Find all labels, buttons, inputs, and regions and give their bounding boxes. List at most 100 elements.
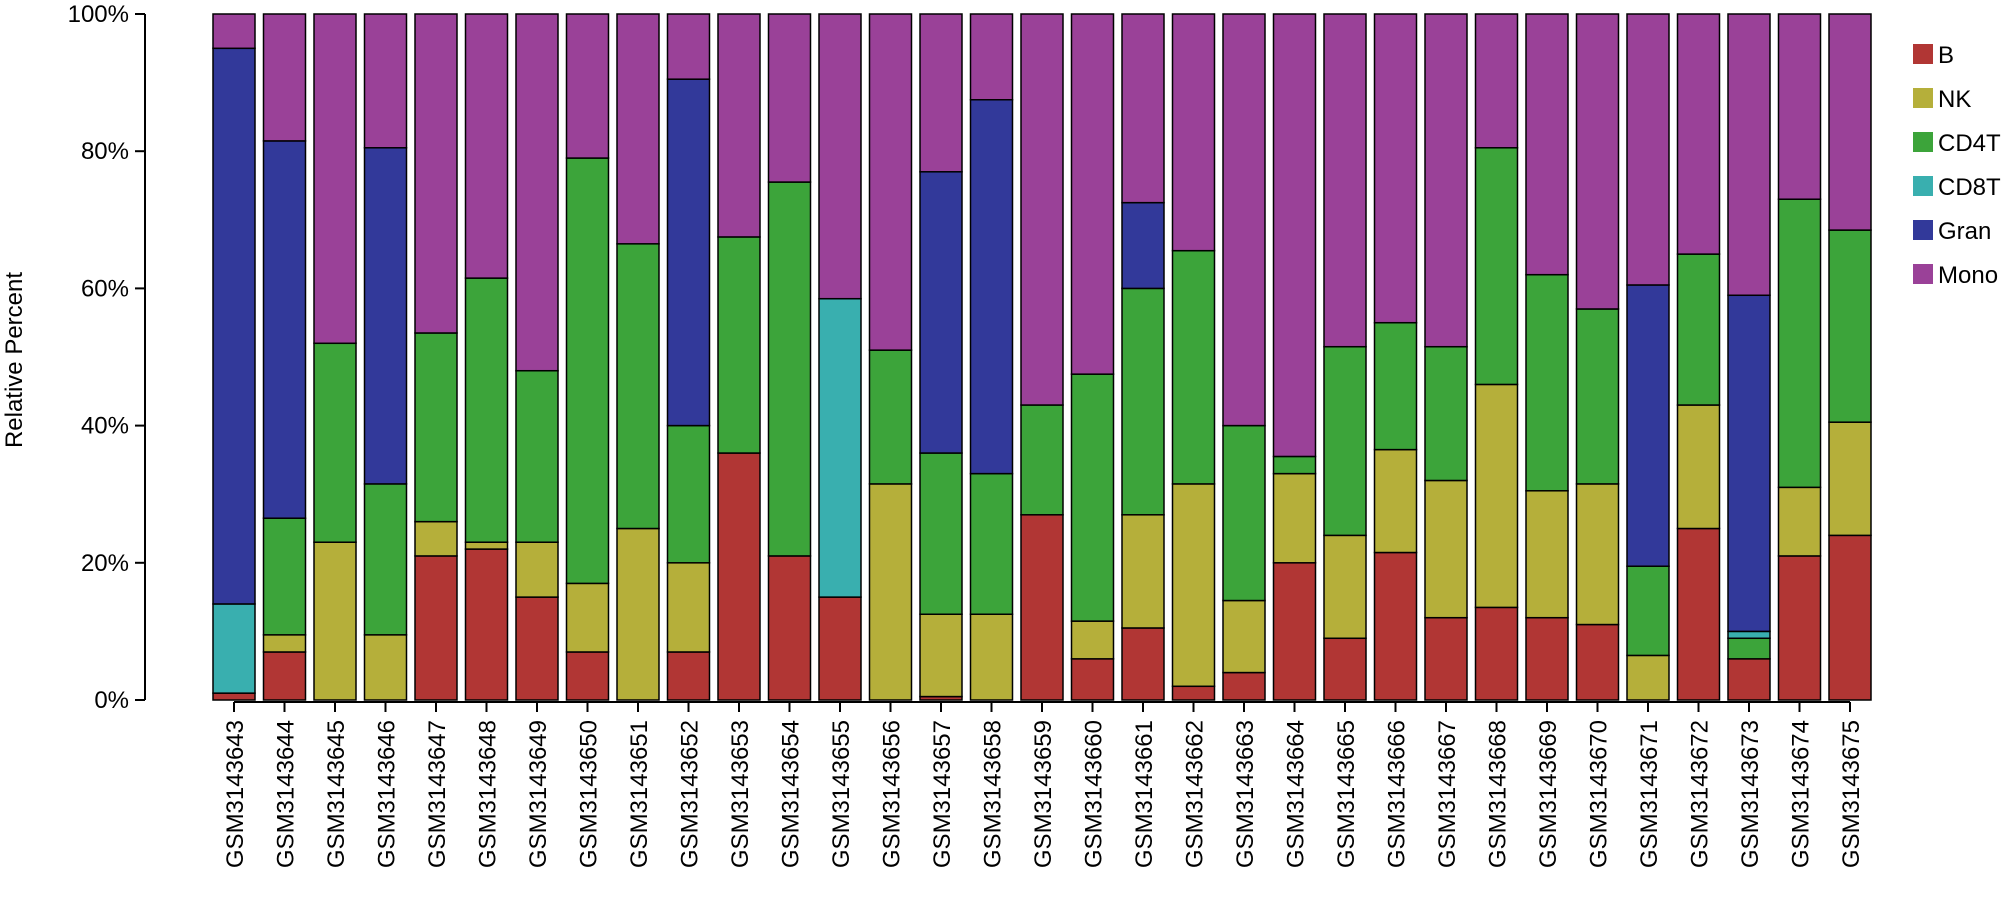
x-tick-labels: GSM3143643 GSM3143644 GSM3143645 GSM3143646… xyxy=(222,701,1865,868)
bar-segment-cd4t xyxy=(1171,249,1216,485)
bar-segment-nk xyxy=(666,562,711,653)
bar-segment-b xyxy=(515,596,559,701)
x-tick-label: GSM3143670 xyxy=(1586,720,1613,868)
bar-segment-mono xyxy=(818,13,862,300)
bar-segment-nk xyxy=(1424,479,1468,619)
x-tick-label: GSM3143644 xyxy=(273,720,300,868)
bar-stack xyxy=(1373,13,1418,701)
bar-segment-cd4t xyxy=(1222,424,1266,602)
bar-stack xyxy=(262,13,307,701)
bar-segment-mono xyxy=(414,13,458,334)
legend-item-cd4t: CD4T xyxy=(1913,130,2001,157)
bar-stack xyxy=(1828,13,1872,701)
bar-segment-mono xyxy=(1727,13,1771,297)
x-tick-label: GSM3143652 xyxy=(677,720,704,868)
bar-segment-nk xyxy=(515,541,559,598)
x-tick-label: GSM3143655 xyxy=(828,720,855,868)
bar-segment-cd4t xyxy=(1626,565,1670,657)
x-tick-label: GSM3143667 xyxy=(1434,720,1461,868)
legend-label: Mono xyxy=(1938,262,1998,289)
bar-segment-mono xyxy=(1525,13,1569,276)
bar-segment-b xyxy=(717,452,761,701)
bar-segment-b xyxy=(1272,562,1317,701)
bar-segment-mono xyxy=(313,13,357,345)
bar-segment-cd4t xyxy=(1575,308,1620,485)
y-axis-label: Relative Percent xyxy=(1,272,28,448)
bar-segment-nk xyxy=(1525,490,1569,619)
bar-stack xyxy=(1575,13,1620,701)
bar-segment-mono xyxy=(717,13,761,238)
bar-stack xyxy=(414,13,458,701)
bars xyxy=(212,13,1872,701)
bar-segment-cd4t xyxy=(919,452,963,616)
x-tick-label: GSM3143645 xyxy=(323,720,350,868)
bar-segment-b xyxy=(212,692,256,701)
bar-stack xyxy=(868,13,913,701)
bar-segment-nk xyxy=(1676,404,1721,530)
bar-stack xyxy=(1777,13,1822,701)
legend-label: CD8T xyxy=(1938,174,2001,201)
bar-segment-cd4t xyxy=(1727,637,1771,660)
x-tick-label: GSM3143657 xyxy=(929,720,956,868)
bar-segment-cd4t xyxy=(414,332,458,523)
bar-segment-nk xyxy=(1828,421,1872,537)
legend-item-cd8t: CD8T xyxy=(1913,174,2001,201)
x-tick-label: GSM3143664 xyxy=(1283,720,1310,868)
bar-segment-nk xyxy=(1070,620,1115,660)
bar-segment-cd4t xyxy=(1323,345,1367,537)
y-tick-label: 20% xyxy=(81,550,129,577)
bar-stack xyxy=(1323,13,1367,701)
bar-segment-b xyxy=(1121,627,1165,701)
bar-stack xyxy=(1020,13,1064,701)
bar-segment-nk xyxy=(363,634,408,701)
bar-segment-gran xyxy=(969,99,1014,475)
bar-segment-nk xyxy=(1272,472,1317,564)
bar-segment-gran xyxy=(1727,294,1771,633)
y-tick-label: 40% xyxy=(81,413,129,440)
legend-item-nk: NK xyxy=(1913,86,1971,113)
bar-stack xyxy=(1676,13,1721,701)
x-tick-label: GSM3143671 xyxy=(1636,720,1663,868)
bar-stack xyxy=(363,13,408,701)
bar-segment-cd4t xyxy=(1474,147,1519,386)
bar-segment-mono xyxy=(1474,13,1519,149)
x-tick-label: GSM3143663 xyxy=(1232,720,1259,868)
x-tick-label: GSM3143656 xyxy=(879,720,906,868)
bar-stack xyxy=(313,13,357,701)
bar-segment-b xyxy=(1222,671,1266,701)
bar-segment-b xyxy=(1777,555,1822,701)
y-tick-label: 60% xyxy=(81,275,129,302)
bar-segment-cd4t xyxy=(1070,373,1115,622)
bar-segment-cd4t xyxy=(1777,198,1822,489)
bar-segment-mono xyxy=(1676,13,1721,255)
bar-segment-nk xyxy=(1575,483,1620,626)
bar-segment-b xyxy=(1323,637,1367,701)
x-tick-label: GSM3143658 xyxy=(980,720,1007,868)
bar-segment-b xyxy=(767,555,812,701)
bar-segment-nk xyxy=(262,634,307,653)
bar-segment-nk xyxy=(1626,654,1670,701)
bar-segment-mono xyxy=(1222,13,1266,427)
bar-segment-nk xyxy=(414,520,458,557)
bar-stack xyxy=(1525,13,1569,701)
bar-stack xyxy=(818,13,862,701)
bar-segment-cd4t xyxy=(969,472,1014,615)
bar-stack xyxy=(1474,13,1519,701)
x-tick-label: GSM3143662 xyxy=(1182,720,1209,868)
bar-segment-nk xyxy=(919,613,963,698)
legend-swatch xyxy=(1913,44,1933,64)
bar-segment-cd4t xyxy=(717,236,761,454)
legend-label: B xyxy=(1938,42,1954,69)
bar-segment-gran xyxy=(262,140,307,519)
bar-stack xyxy=(919,13,963,701)
x-tick-label: GSM3143651 xyxy=(626,720,653,868)
bar-segment-cd4t xyxy=(515,369,559,543)
bar-segment-mono xyxy=(666,13,711,80)
bar-segment-cd4t xyxy=(1828,229,1872,423)
bar-stack xyxy=(1070,13,1115,701)
x-tick-label: GSM3143661 xyxy=(1131,720,1158,868)
bar-segment-gran xyxy=(212,47,256,605)
bar-segment-cd4t xyxy=(1020,404,1064,516)
bar-stack xyxy=(616,13,660,701)
